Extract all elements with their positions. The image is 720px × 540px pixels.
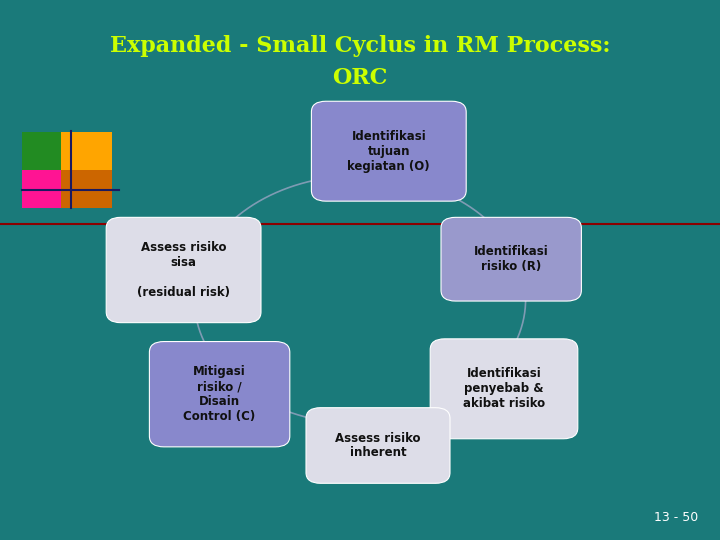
FancyBboxPatch shape — [107, 217, 261, 322]
FancyBboxPatch shape — [306, 408, 450, 483]
FancyBboxPatch shape — [22, 132, 72, 170]
FancyBboxPatch shape — [22, 170, 72, 208]
FancyBboxPatch shape — [441, 217, 581, 301]
Text: Expanded - Small Cyclus in RM Process:: Expanded - Small Cyclus in RM Process: — [109, 35, 611, 57]
Text: Assess risiko
sisa

(residual risk): Assess risiko sisa (residual risk) — [137, 241, 230, 299]
Text: Assess risiko
inherent: Assess risiko inherent — [336, 431, 420, 460]
FancyBboxPatch shape — [61, 132, 112, 170]
Text: ORC: ORC — [333, 68, 387, 89]
FancyBboxPatch shape — [430, 339, 577, 438]
Text: Identifikasi
risiko (R): Identifikasi risiko (R) — [474, 245, 549, 273]
Text: 13 - 50: 13 - 50 — [654, 511, 698, 524]
Text: Identifikasi
tujuan
kegiatan (O): Identifikasi tujuan kegiatan (O) — [348, 130, 430, 173]
Text: Mitigasi
risiko /
Disain
Control (C): Mitigasi risiko / Disain Control (C) — [184, 365, 256, 423]
FancyBboxPatch shape — [150, 341, 289, 447]
FancyBboxPatch shape — [61, 170, 112, 208]
FancyBboxPatch shape — [311, 102, 467, 201]
Text: Identifikasi
penyebab &
akibat risiko: Identifikasi penyebab & akibat risiko — [463, 367, 545, 410]
